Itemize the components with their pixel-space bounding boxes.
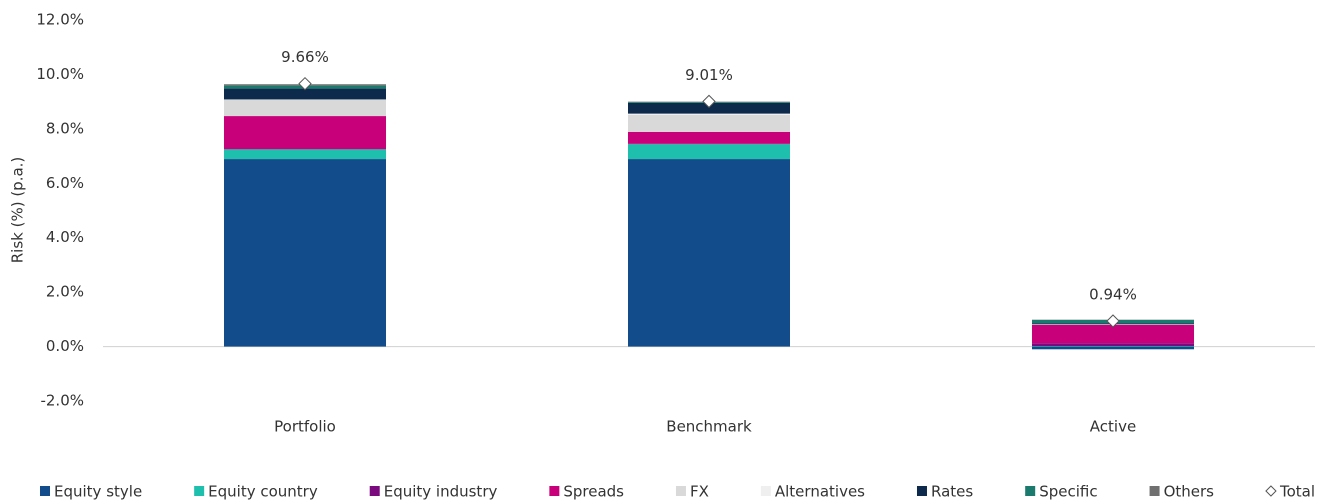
bar-segment [224,99,386,101]
legend-label: Equity industry [384,483,498,501]
bar-segment [628,113,790,115]
bar-segment [1032,346,1194,347]
legend-swatch [916,486,927,496]
y-tick-label: -2.0% [40,392,84,410]
legend-label: Others [1164,483,1215,501]
bar-segment [628,114,790,132]
legend-label: FX [690,483,709,501]
y-tick-label: 0.0% [46,337,84,355]
y-tick-label: 6.0% [46,174,84,192]
y-axis-label: Risk (%) (p.a.) [9,157,27,264]
bar-segment [628,144,790,160]
bar-segment [628,131,790,144]
bar-segment [1032,343,1194,347]
total-label: 9.66% [281,48,329,66]
y-tick-label: 4.0% [46,228,84,246]
legend-swatch [760,486,771,496]
total-label: 0.94% [1089,285,1137,303]
bar-segment [628,159,790,347]
bar-segment [628,103,790,114]
bar-segment [224,116,386,149]
bar-segment [224,159,386,347]
legend-label: Equity country [208,483,318,501]
x-tick-label: Active [1090,418,1136,436]
legend-swatch [1149,486,1160,496]
legend-label: Spreads [563,483,624,501]
y-tick-label: 8.0% [46,119,84,137]
total-label: 9.01% [685,66,733,84]
legend-swatch [1265,485,1277,497]
legend-swatch [194,486,205,496]
total-marker [702,94,716,109]
legend-label: Equity style [54,483,142,501]
legend-label: Total [1279,483,1315,501]
bar-segment [224,149,386,160]
legend-swatch [1025,486,1036,496]
y-tick-label: 2.0% [46,283,84,301]
total-marker [298,76,312,91]
bar-segment [224,88,386,100]
y-tick-label: 10.0% [36,65,84,83]
bar-segment [1032,346,1194,350]
y-tick-label: 12.0% [36,11,84,29]
bar-segment [1032,324,1194,344]
legend-swatch [40,486,50,496]
total-marker [1106,314,1120,328]
x-tick-label: Portfolio [274,418,336,436]
bar-segment [224,100,386,117]
legend-label: Specific [1039,483,1097,501]
legend-swatch [549,486,560,496]
x-tick-label: Benchmark [666,418,752,436]
legend-label: Rates [931,483,973,501]
legend-label: Alternatives [775,483,865,501]
legend-swatch [675,486,686,496]
legend-swatch [369,486,380,496]
